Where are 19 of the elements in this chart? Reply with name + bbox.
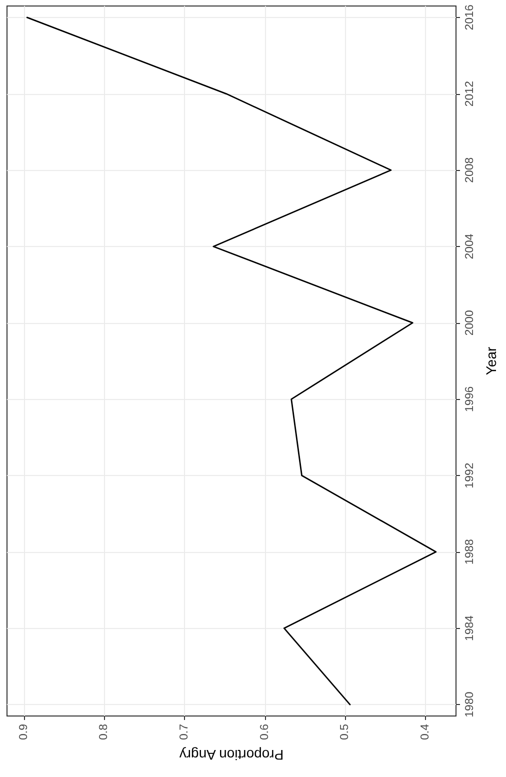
y-axis-title: Year [483, 346, 499, 376]
y-tick-label: 2008 [464, 157, 476, 183]
x-tick-label: 0.8 [98, 724, 110, 740]
y-tick-label: 1988 [464, 539, 476, 565]
x-axis-title: Proportion Angry [179, 746, 284, 763]
x-tick-label: 0.9 [18, 724, 30, 740]
y-tick-label: 2000 [464, 310, 476, 336]
x-tick-label: 0.5 [339, 724, 352, 740]
y-tick-label: 1992 [464, 462, 476, 488]
line-series [26, 16, 437, 706]
y-tick-label: 1984 [464, 614, 476, 641]
x-tick-label: 0.4 [419, 723, 432, 740]
y-tick-label: 2016 [464, 4, 476, 30]
x-tick-label: 0.7 [178, 724, 191, 740]
y-tick-label: 1980 [464, 692, 476, 718]
y-tick-label: 2012 [464, 81, 476, 107]
x-tick-label: 0.6 [258, 724, 271, 740]
y-tick-label: 2004 [464, 233, 476, 260]
y-tick-label: 1996 [464, 386, 476, 412]
